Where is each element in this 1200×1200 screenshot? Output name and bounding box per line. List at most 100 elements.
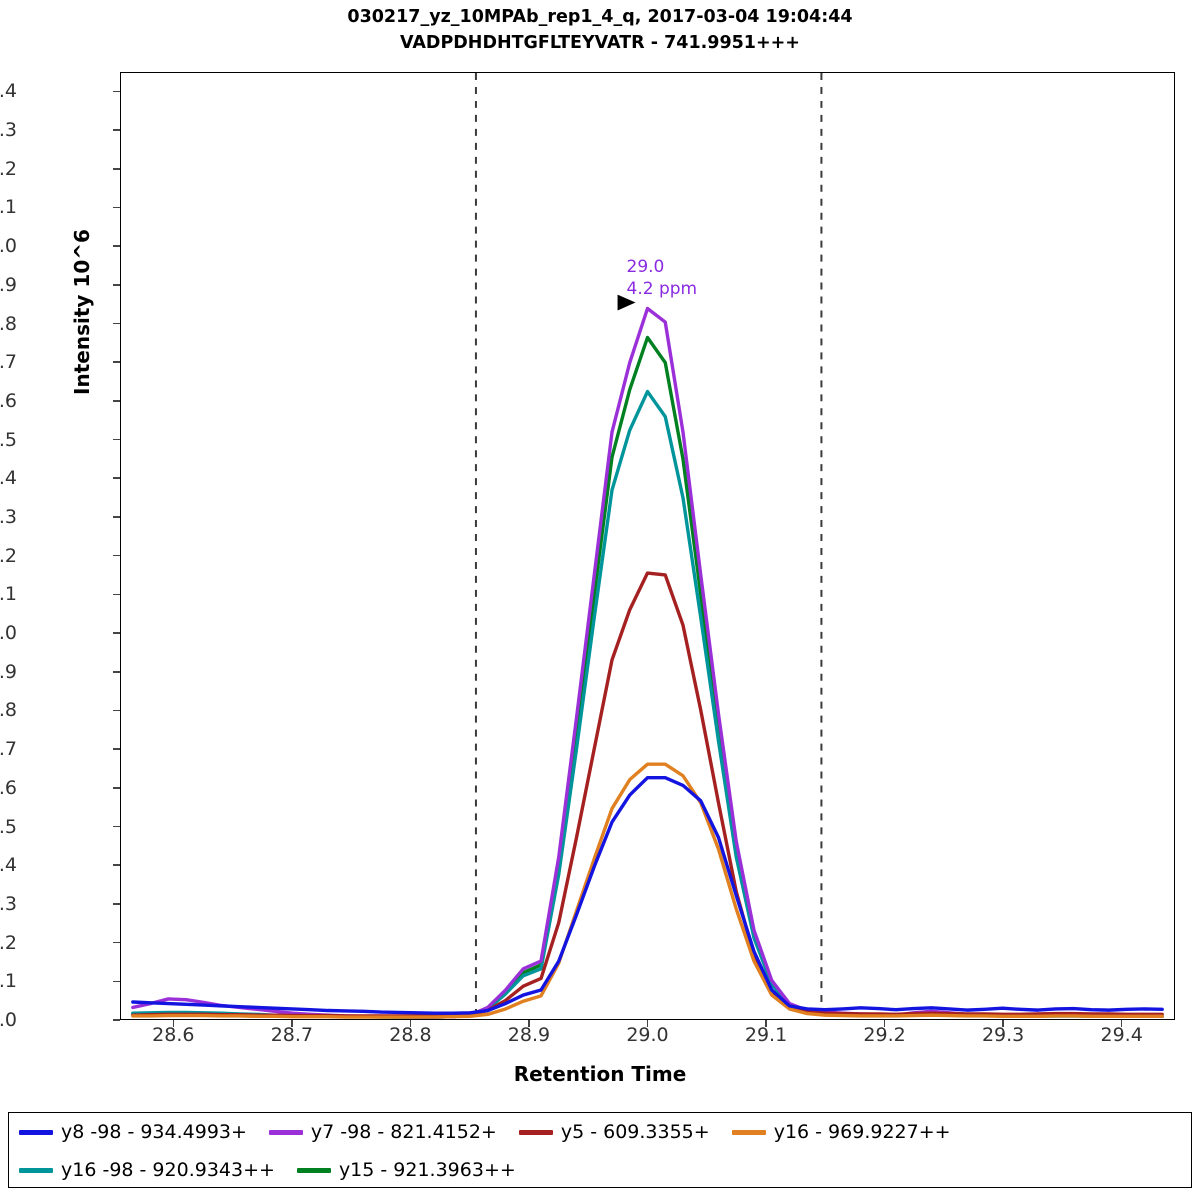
y-axis-tick-mark [113, 864, 120, 867]
legend-color-swatch [19, 1167, 53, 1173]
plot-area [120, 72, 1175, 1020]
legend-item-label: y5 - 609.3355+ [560, 1121, 710, 1143]
legend-item-label: y15 - 921.3963++ [338, 1159, 516, 1181]
y-axis-tick-label: 1.8 [0, 312, 17, 335]
apex-marker-triangle-icon [617, 294, 636, 311]
x-axis-tick-label: 29.2 [863, 1024, 906, 1046]
chart-title: 030217_yz_10MPAb_rep1_4_q, 2017-03-04 19… [0, 4, 1200, 56]
y-axis-tick-label: 0.5 [0, 815, 17, 838]
legend-color-swatch [19, 1129, 53, 1135]
y-axis-tick-mark [113, 400, 120, 402]
x-axis-tick-mark [1120, 1020, 1123, 1027]
x-axis-tick-label: 29.4 [1100, 1024, 1143, 1046]
y-axis-tick-mark [113, 748, 120, 750]
x-axis-tick-mark [172, 1020, 175, 1027]
apex-retention-time-annotation: 29.0 [626, 257, 665, 278]
y-axis-tick-label: 2.1 [0, 196, 17, 219]
x-axis-tick-mark [883, 1020, 886, 1027]
y-axis-tick-label: 0.8 [0, 699, 17, 722]
y-axis-tick-label: 0.6 [0, 776, 17, 799]
x-axis-tick-mark [765, 1020, 767, 1027]
y-axis-tick-label: 0.4 [0, 854, 17, 877]
chromatogram-trace [131, 762, 1164, 1019]
x-axis-label: Retention Time [513, 1062, 687, 1086]
y-axis-tick-mark [113, 554, 120, 557]
y-axis-label: Intensity 10^6 [70, 229, 94, 395]
y-axis-tick-mark [113, 787, 120, 789]
legend-row: y8 -98 - 934.4993+ y7 -98 - 821.4152+ y5 -… [9, 1113, 1191, 1151]
y-axis-tick-mark [113, 361, 120, 363]
y-axis-tick-mark [113, 206, 120, 209]
y-axis-tick-mark [113, 825, 120, 828]
legend-item[interactable]: y16 -98 - 920.9343++ [19, 1159, 275, 1181]
y-axis-tick-label: 0.2 [0, 931, 17, 954]
y-axis-tick-label: 0.9 [0, 660, 17, 683]
y-axis-tick-label: 1.6 [0, 389, 17, 412]
x-axis-tick-label: 28.6 [152, 1024, 195, 1046]
x-axis-tick-mark [528, 1020, 530, 1027]
legend-color-swatch [518, 1129, 553, 1135]
legend-item-label: y8 -98 - 934.4993+ [61, 1121, 247, 1143]
y-axis-tick-label: 1.2 [0, 544, 17, 567]
y-axis-tick-label: 2.0 [0, 235, 17, 258]
legend-color-swatch [296, 1167, 331, 1173]
x-axis-tick-label: 29.0 [626, 1024, 669, 1046]
y-axis-tick-mark [113, 322, 120, 325]
legend-item[interactable]: y8 -98 - 934.4993+ [19, 1121, 247, 1143]
x-axis-tick-mark [291, 1020, 293, 1027]
x-axis-tick-label: 28.7 [270, 1024, 314, 1046]
y-axis-tick-label: 0.3 [0, 892, 17, 915]
chromatogram-trace [131, 335, 1164, 1019]
y-axis-tick-mark [113, 477, 120, 480]
y-axis-tick-label: 1.4 [0, 467, 17, 490]
legend-color-swatch [731, 1129, 766, 1135]
legend-row: y16 -98 - 920.9343++ y15 - 921.3963++ [9, 1151, 1191, 1189]
y-axis-tick-label: 1.7 [0, 351, 17, 374]
legend-color-swatch [268, 1129, 303, 1135]
legend: y8 -98 - 934.4993+ y7 -98 - 821.4152+ y5 -… [8, 1112, 1192, 1188]
y-axis-tick-mark [113, 632, 120, 634]
y-axis-tick-mark [113, 245, 120, 247]
chromatogram-trace [131, 389, 1164, 1019]
x-axis-tick-label: 29.3 [981, 1024, 1025, 1046]
y-axis-tick-label: 0.1 [0, 970, 17, 993]
y-axis-tick-label: 1.9 [0, 273, 17, 296]
x-axis-tick-mark [646, 1020, 649, 1027]
legend-item[interactable]: y7 -98 - 821.4152+ [268, 1121, 497, 1143]
y-axis-tick-mark [113, 941, 120, 944]
legend-item[interactable]: y15 - 921.3963++ [296, 1159, 516, 1181]
y-axis-tick-label: 0.7 [0, 738, 17, 761]
y-axis-tick-mark [113, 167, 120, 170]
apex-mass-error-annotation: 4.2 ppm [626, 279, 698, 300]
y-axis-tick-label: 1.3 [0, 505, 17, 528]
legend-item-label: y16 - 969.9227++ [773, 1121, 951, 1143]
x-axis-tick-label: 28.9 [507, 1024, 551, 1046]
legend-item[interactable]: y5 - 609.3355+ [518, 1121, 710, 1143]
y-axis-tick-label: 1.5 [0, 428, 17, 451]
y-axis-tick-mark [113, 438, 120, 441]
y-axis-tick-mark [113, 709, 120, 712]
x-axis-tick-label: 28.8 [389, 1024, 432, 1046]
chromatogram-trace [131, 775, 1164, 1015]
title-line-run: 030217_yz_10MPAb_rep1_4_q, 2017-03-04 19… [347, 7, 853, 27]
y-axis-tick-label: 0.0 [0, 1009, 17, 1031]
y-axis-tick-mark [113, 670, 120, 673]
y-axis-tick-mark [113, 516, 120, 518]
y-axis-tick-mark [113, 903, 120, 905]
title-line-peptide: VADPDHDHTGFLTEYVATR - 741.9951+++ [400, 33, 800, 53]
y-axis-tick-label: 2.3 [0, 119, 17, 142]
legend-item[interactable]: y16 - 969.9227++ [731, 1121, 951, 1143]
y-axis-tick-mark [113, 1019, 120, 1021]
legend-item-label: y7 -98 - 821.4152+ [310, 1121, 497, 1143]
x-axis-tick-mark [1002, 1020, 1004, 1027]
y-axis-tick-label: 2.2 [0, 157, 17, 180]
y-axis-tick-mark [113, 980, 120, 983]
legend-item-label: y16 -98 - 920.9343++ [61, 1159, 275, 1181]
y-axis-tick-label: 2.4 [0, 80, 17, 103]
y-axis-tick-label: 1.1 [0, 583, 17, 606]
y-axis-tick-mark [113, 593, 120, 596]
chromatogram-curves [131, 73, 1164, 1019]
chromatogram-trace [131, 306, 1164, 1019]
x-axis-tick-label: 29.1 [744, 1024, 788, 1046]
